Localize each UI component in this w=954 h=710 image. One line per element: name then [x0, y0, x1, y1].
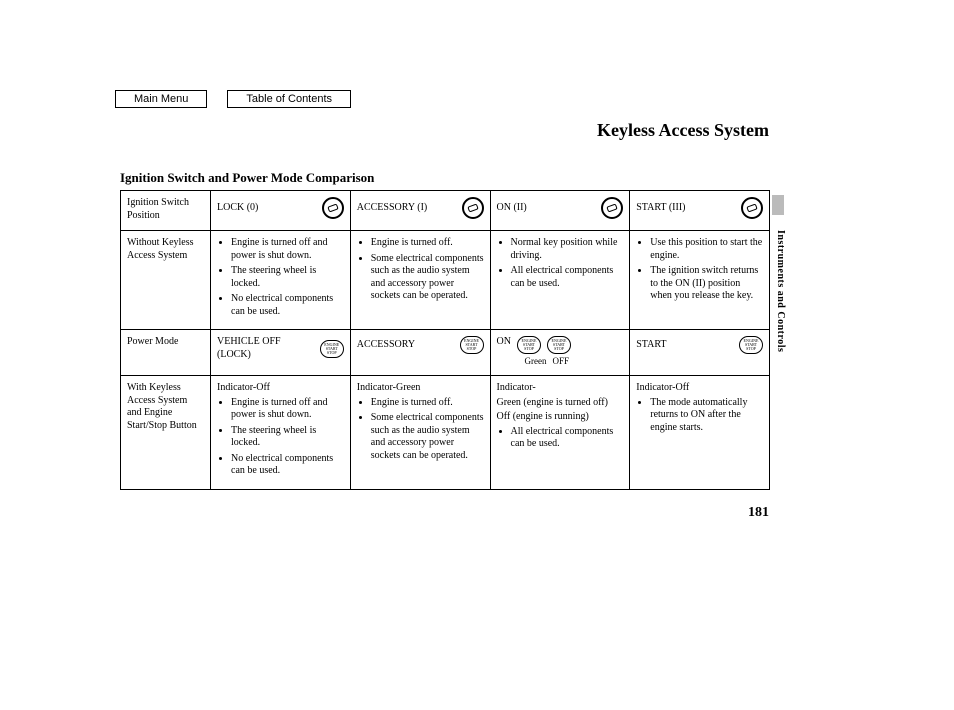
indicator-label: Indicator-Green: [357, 382, 484, 395]
key-position-icon: [322, 197, 344, 219]
list-item: All electrical components can be used.: [511, 265, 624, 290]
engine-button-icon: ENGINESTARTSTOP: [320, 340, 344, 358]
row-header-powermode: Power Mode: [121, 330, 211, 376]
col-header-lock: LOCK (0): [211, 191, 351, 231]
list-item: The mode automatically returns to ON aft…: [650, 397, 763, 435]
key-position-icon: [462, 197, 484, 219]
col-header-start: START (III): [630, 191, 770, 231]
indicator-label: Green (engine is turned off): [497, 397, 624, 410]
row-header-ignition: Ignition Switch Position: [121, 191, 211, 231]
on-sublabel-green: Green: [525, 356, 547, 367]
list-item: No electrical components can be used.: [231, 453, 344, 478]
row-header-without: Without Keyless Access System: [121, 231, 211, 330]
bullet-list: Engine is turned off and power is shut d…: [217, 397, 344, 478]
comparison-table-wrap: Ignition Switch Position LOCK (0) ACCESS…: [120, 190, 770, 490]
list-item: Use this position to start the engine.: [650, 237, 763, 262]
bullet-list: Use this position to start the engine. T…: [636, 237, 763, 303]
col-header-on: ON (II): [490, 191, 630, 231]
list-item: No electrical components can be used.: [231, 293, 344, 318]
list-item: The steering wheel is locked.: [231, 265, 344, 290]
col-label: ON: [497, 336, 511, 354]
col-label: START (III): [636, 202, 735, 215]
cell-with-start: Indicator-Off The mode automatically ret…: [630, 376, 770, 490]
cell-with-on: Indicator- Green (engine is turned off) …: [490, 376, 630, 490]
bullet-list: Engine is turned off and power is shut d…: [217, 237, 344, 318]
side-tab: [772, 195, 784, 215]
table-row: With Keyless Access System and Engine St…: [121, 376, 770, 490]
list-item: The ignition switch returns to the ON (I…: [650, 265, 763, 303]
bullet-list: Engine is turned off. Some electrical co…: [357, 237, 484, 303]
bullet-list: Engine is turned off. Some electrical co…: [357, 397, 484, 463]
comparison-table: Ignition Switch Position LOCK (0) ACCESS…: [120, 190, 770, 490]
table-row: Without Keyless Access System Engine is …: [121, 231, 770, 330]
main-menu-button[interactable]: Main Menu: [115, 90, 207, 108]
list-item: Some electrical components such as the a…: [371, 412, 484, 462]
col-label: START: [636, 339, 733, 352]
list-item: Engine is turned off and power is shut d…: [231, 397, 344, 422]
list-item: All electrical components can be used.: [511, 426, 624, 451]
cell-without-lock: Engine is turned off and power is shut d…: [211, 231, 351, 330]
page-number: 181: [748, 505, 769, 521]
list-item: Engine is turned off and power is shut d…: [231, 237, 344, 262]
cell-with-lock: Indicator-Off Engine is turned off and p…: [211, 376, 351, 490]
cell-without-accessory: Engine is turned off. Some electrical co…: [350, 231, 490, 330]
cell-with-accessory: Indicator-Green Engine is turned off. So…: [350, 376, 490, 490]
col-label: ACCESSORY (I): [357, 202, 456, 215]
col-label: ACCESSORY: [357, 339, 454, 352]
engine-button-icon: ENGINESTARTSTOP: [739, 336, 763, 354]
col-header-start2: START ENGINESTARTSTOP: [630, 330, 770, 376]
list-item: Normal key position while driving.: [511, 237, 624, 262]
indicator-label: Off (engine is running): [497, 411, 624, 424]
table-row: Ignition Switch Position LOCK (0) ACCESS…: [121, 191, 770, 231]
bullet-list: Normal key position while driving. All e…: [497, 237, 624, 290]
key-position-icon: [741, 197, 763, 219]
indicator-label: Indicator-Off: [217, 382, 344, 395]
list-item: Engine is turned off.: [371, 237, 484, 250]
list-item: The steering wheel is locked.: [231, 425, 344, 450]
bullet-list: All electrical components can be used.: [497, 426, 624, 451]
list-item: Some electrical components such as the a…: [371, 253, 484, 303]
toc-button[interactable]: Table of Contents: [227, 90, 351, 108]
side-section-label: Instruments and Controls: [775, 230, 786, 352]
indicator-label: Indicator-Off: [636, 382, 763, 395]
col-header-accessory2: ACCESSORY ENGINESTARTSTOP: [350, 330, 490, 376]
col-label: LOCK (0): [217, 202, 316, 215]
col-label: VEHICLE OFF (LOCK): [217, 336, 314, 361]
cell-without-on: Normal key position while driving. All e…: [490, 231, 630, 330]
cell-without-start: Use this position to start the engine. T…: [630, 231, 770, 330]
col-header-accessory: ACCESSORY (I): [350, 191, 490, 231]
bullet-list: The mode automatically returns to ON aft…: [636, 397, 763, 435]
list-item: Engine is turned off.: [371, 397, 484, 410]
row-header-with: With Keyless Access System and Engine St…: [121, 376, 211, 490]
page-title: Keyless Access System: [597, 120, 769, 141]
col-header-vehicleoff: VEHICLE OFF (LOCK) ENGINESTARTSTOP: [211, 330, 351, 376]
indicator-label: Indicator-: [497, 382, 624, 395]
engine-button-icon: ENGINESTARTSTOP: [517, 336, 541, 354]
section-title: Ignition Switch and Power Mode Compariso…: [120, 170, 374, 186]
nav-buttons: Main Menu Table of Contents: [115, 90, 351, 108]
col-label: ON (II): [497, 202, 596, 215]
table-row: Power Mode VEHICLE OFF (LOCK) ENGINESTAR…: [121, 330, 770, 376]
on-sublabel-off: OFF: [553, 356, 570, 367]
engine-button-icon: ENGINESTARTSTOP: [547, 336, 571, 354]
key-position-icon: [601, 197, 623, 219]
col-header-on2: ON ENGINESTARTSTOP ENGINESTARTSTOP Green…: [490, 330, 630, 376]
engine-button-icon: ENGINESTARTSTOP: [460, 336, 484, 354]
